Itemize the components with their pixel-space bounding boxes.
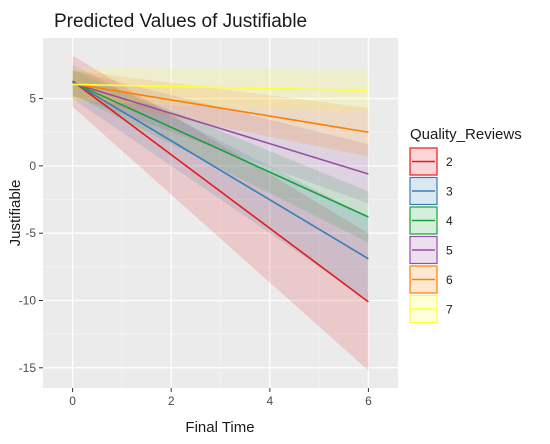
- legend-label-7: 7: [446, 303, 453, 317]
- ci-ribbon-4: [72, 70, 369, 243]
- y-tick-label: 5: [29, 92, 36, 106]
- y-tick-label: 0: [29, 159, 36, 173]
- legend-label-5: 5: [446, 244, 453, 258]
- series-line-6: [72, 82, 369, 134]
- x-tick-label: 4: [266, 394, 273, 408]
- series-line-4: [72, 81, 369, 218]
- legend: Quality_Reviews 2 3 4 5 6 7: [409, 126, 522, 324]
- grid-major: [43, 38, 398, 388]
- ci-ribbon-2: [72, 55, 369, 371]
- legend-label-6: 6: [446, 273, 453, 287]
- series-lines: [72, 80, 369, 303]
- legend-title: Quality_Reviews: [410, 126, 522, 143]
- x-tick-label: 2: [168, 394, 175, 408]
- y-axis: 5 0 -5 -10 -15: [19, 92, 43, 375]
- series-line-3: [72, 81, 369, 260]
- series-line-7: [72, 83, 369, 92]
- legend-label-3: 3: [446, 185, 453, 199]
- grid-minor: [43, 38, 398, 388]
- y-tick-label: -10: [19, 294, 37, 308]
- x-tick-label: 0: [69, 394, 76, 408]
- chart-title: Predicted Values of Justifiable: [54, 11, 307, 32]
- ci-ribbon-7: [72, 67, 369, 113]
- x-tick-label: 6: [365, 394, 372, 408]
- x-axis: 0 2 4 6: [69, 388, 372, 408]
- ci-ribbon-5: [72, 70, 369, 204]
- ci-ribbon-3: [72, 64, 369, 301]
- x-axis-title: Final Time: [185, 419, 254, 436]
- y-tick-label: -15: [19, 361, 37, 375]
- legend-label-4: 4: [446, 214, 453, 228]
- ci-ribbon-6: [72, 70, 369, 157]
- legend-label-2: 2: [446, 155, 453, 169]
- series-line-2: [72, 80, 369, 303]
- confidence-ribbons: [72, 55, 369, 371]
- y-axis-title: Justifiable: [7, 180, 24, 247]
- y-tick-label: -5: [25, 226, 36, 240]
- series-line-5: [72, 82, 369, 175]
